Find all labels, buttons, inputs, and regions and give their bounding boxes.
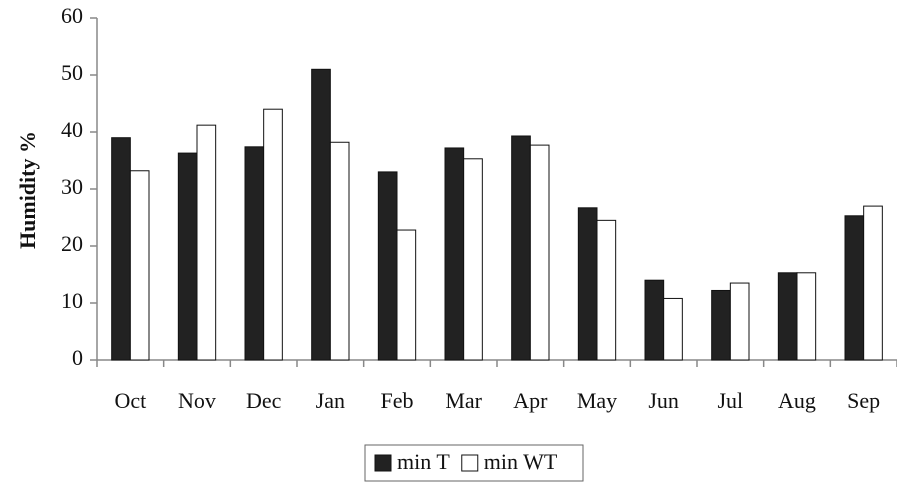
bar [596,219,617,361]
legend-label: min T [397,449,450,474]
bar [511,135,531,361]
y-tick-label: 10 [61,288,83,313]
y-tick-label: 50 [61,60,83,85]
legend-swatch [461,454,479,472]
bar [863,205,883,361]
bar [244,146,265,361]
bar [177,152,198,361]
bar [311,68,331,361]
bar [377,171,398,361]
y-tick-label: 20 [61,231,83,256]
x-tick-label: Sep [847,388,880,413]
x-tick-label: Nov [178,388,216,413]
bar [196,124,217,361]
x-tick-label: Oct [114,388,146,413]
x-tick-label: Feb [381,388,414,413]
bar [663,297,683,361]
bar [711,289,731,361]
bar [396,229,417,361]
x-tick-label: Dec [246,388,282,413]
bar [644,279,665,361]
bar [729,282,750,361]
y-tick-label: 30 [61,174,83,199]
bar [329,141,350,361]
bar [796,272,817,361]
bar [129,170,150,361]
bar [577,207,598,361]
x-tick-label: Aug [778,388,816,413]
bar [529,144,550,361]
legend-label: min WT [484,449,558,474]
bar [263,108,283,361]
x-tick-label: Apr [513,388,548,413]
y-tick-label: 60 [61,3,83,28]
bar [844,215,865,361]
y-tick-label: 40 [61,117,83,142]
legend-swatch [374,454,392,472]
x-tick-label: Mar [445,388,482,413]
x-tick-label: Jan [316,388,345,413]
bar [777,272,798,361]
y-axis-label: Humidity % [15,131,40,249]
bar [111,137,131,361]
x-tick-label: Jul [717,388,743,413]
y-tick-label: 0 [72,345,83,370]
x-tick-label: May [577,388,617,413]
bar [463,158,483,361]
x-tick-label: Jun [648,388,679,413]
bar [444,147,465,361]
